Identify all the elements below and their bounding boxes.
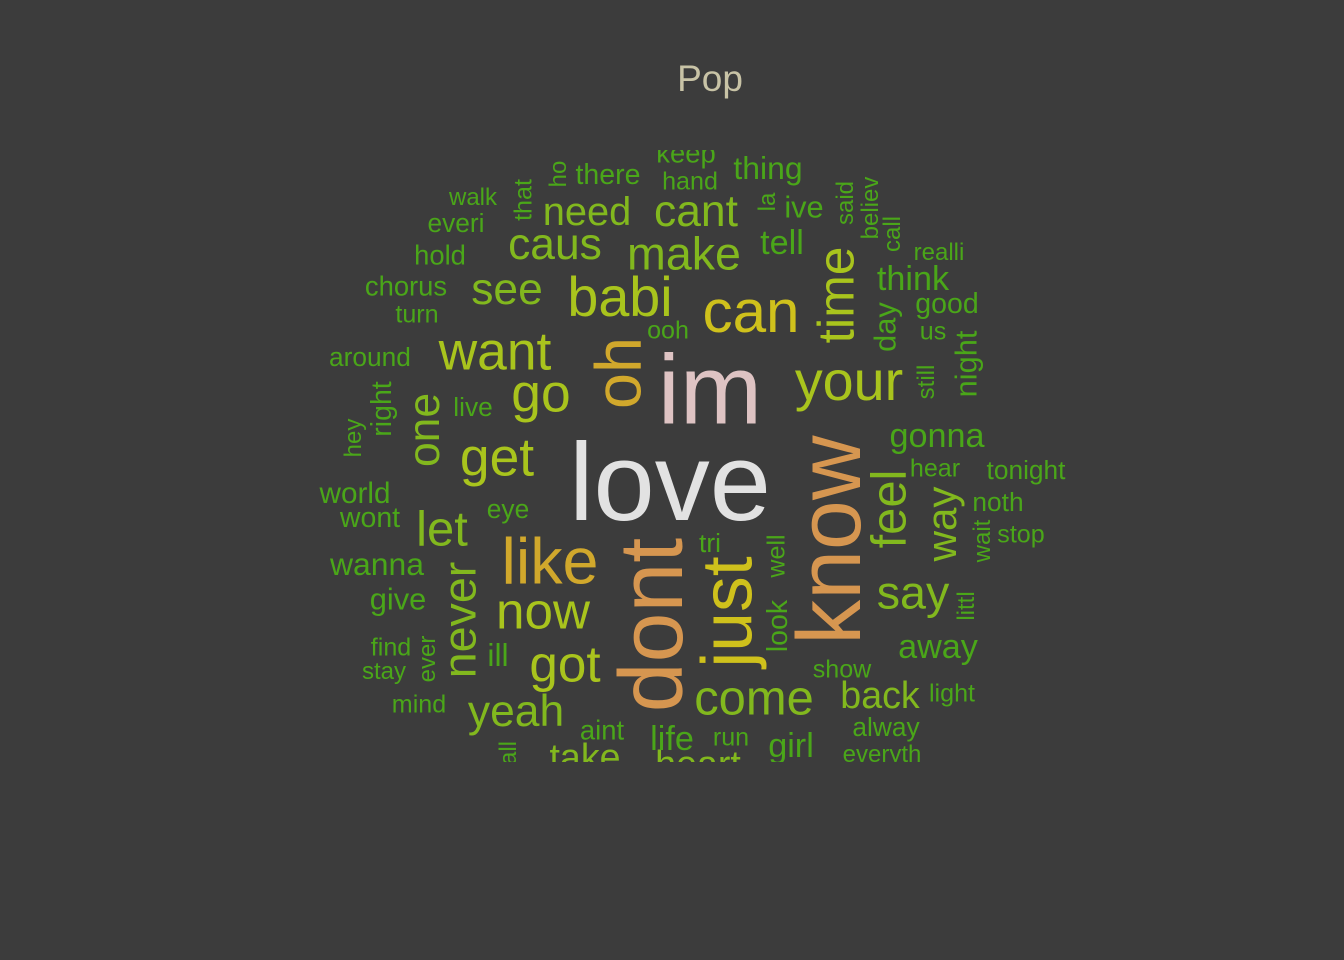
word-turn: turn (395, 300, 439, 329)
word-find: find (370, 633, 412, 662)
word-realli: realli (913, 239, 965, 266)
word-well: well (762, 534, 791, 578)
word-stay: stay (361, 658, 407, 685)
word-stop: stop (997, 520, 1045, 549)
word-wait: wait (969, 519, 996, 563)
word-ive: ive (784, 189, 824, 225)
word-back: back (840, 674, 920, 717)
word-chorus: chorus (364, 270, 448, 302)
word-caus: caus (508, 219, 602, 269)
word-oh: oh (581, 337, 655, 409)
word-that: that (509, 179, 538, 221)
word-show: show (812, 655, 872, 684)
word-think: think (876, 259, 950, 298)
word-la: la (754, 192, 781, 212)
word-everyth: everyth (842, 741, 922, 763)
word-ill: ill (487, 637, 509, 674)
word-say: say (876, 566, 950, 619)
word-everi: everi (427, 207, 485, 238)
word-one: one (399, 392, 449, 468)
word-yeah: yeah (467, 686, 565, 736)
word-look: look (761, 599, 794, 653)
word-im: im (657, 334, 763, 445)
word-let: let (416, 502, 468, 557)
word-want: want (438, 322, 552, 382)
word-tell: tell (760, 223, 804, 262)
word-littl: littl (953, 591, 980, 621)
word-cant: cant (654, 186, 738, 236)
word-right: right (365, 381, 398, 437)
word-run: run (712, 723, 750, 752)
word-live: live (453, 391, 493, 422)
word-now: now (496, 582, 590, 640)
word-hear: hear (909, 454, 961, 483)
word-mind: mind (391, 690, 447, 719)
word-girl: girl (768, 726, 814, 762)
word-aint: aint (579, 714, 625, 746)
word-dont: dont (601, 537, 702, 713)
word-got: got (529, 635, 601, 693)
word-around: around (329, 341, 411, 372)
word-all: all (495, 740, 522, 762)
word-need: need (542, 190, 632, 235)
word-hand: hand (662, 167, 718, 196)
word-away: away (898, 627, 978, 666)
word-go: go (511, 364, 571, 424)
word-day: day (867, 302, 903, 352)
word-ho: ho (545, 160, 572, 188)
chart-title: Pop (677, 58, 743, 99)
word-take: take (549, 736, 621, 762)
word-wont: wont (339, 501, 401, 534)
word-night: night (948, 330, 984, 398)
word-know: know (779, 435, 880, 645)
word-tonight: tonight (986, 454, 1066, 485)
word-good: good (915, 287, 979, 320)
word-give: give (369, 581, 427, 617)
word-like: like (501, 524, 599, 598)
word-call: call (879, 215, 906, 253)
word-us: us (919, 317, 947, 346)
word-just: just (687, 556, 768, 668)
word-time: time (807, 246, 865, 344)
word-feel: feel (862, 469, 917, 549)
word-see: see (471, 264, 543, 314)
word-still: still (913, 364, 940, 400)
word-thing: thing (733, 150, 803, 187)
word-life: life (650, 719, 694, 758)
word-ooh: ooh (647, 316, 689, 345)
word-eye: eye (486, 493, 530, 524)
word-tri: tri (699, 527, 721, 558)
word-make: make (627, 227, 741, 280)
word-noth: noth (972, 486, 1024, 517)
word-walk: walk (448, 184, 498, 211)
word-babi: babi (567, 266, 673, 329)
word-keep: keep (656, 150, 716, 169)
word-gonna: gonna (889, 416, 985, 455)
word-cloud: love im know dont just oh like can your babi want g… (300, 150, 1100, 762)
word-your: your (794, 350, 904, 413)
word-light: light (928, 679, 976, 708)
word-alway: alway (852, 711, 920, 742)
word-said: said (832, 180, 859, 226)
word-love: love (569, 421, 771, 544)
word-world: world (319, 477, 391, 511)
word-come: come (694, 671, 814, 726)
word-heart: heart (655, 746, 741, 762)
word-hey: hey (340, 418, 367, 458)
word-way: way (917, 486, 965, 562)
word-ever: ever (414, 635, 441, 683)
word-get: get (459, 428, 535, 488)
word-there: there (575, 158, 641, 191)
word-wanna: wanna (330, 546, 424, 583)
word-hold: hold (414, 239, 466, 271)
word-never: never (433, 561, 486, 679)
word-can: can (702, 277, 800, 345)
